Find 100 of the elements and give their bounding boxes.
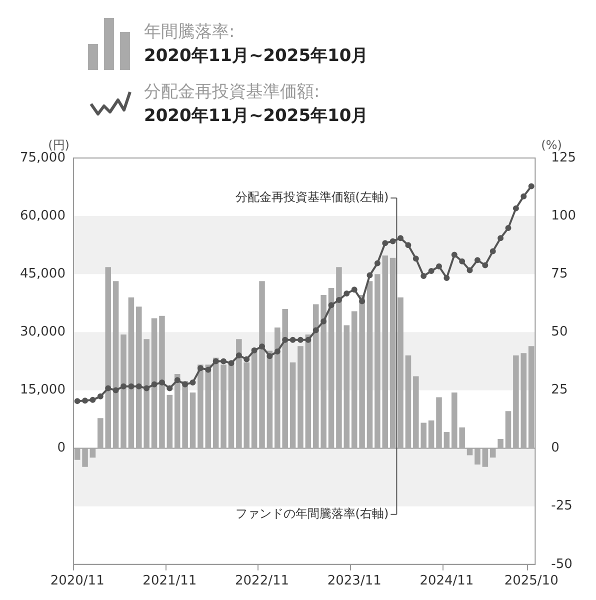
y2-tick-label: 75 xyxy=(551,266,568,282)
y-tick-label: 0 xyxy=(57,440,66,456)
y-tick-label: 75,000 xyxy=(20,150,66,166)
bar xyxy=(520,353,527,448)
y-axis-title: (円) xyxy=(48,138,70,152)
bar xyxy=(398,297,404,448)
point xyxy=(420,273,427,280)
x-tick-label: 2020/11 xyxy=(50,574,104,589)
point xyxy=(228,360,234,366)
point xyxy=(459,258,466,264)
bar xyxy=(74,448,80,460)
point xyxy=(128,383,134,390)
point xyxy=(344,290,350,296)
point xyxy=(474,257,480,264)
y2-tick-label: 0 xyxy=(551,440,560,456)
point xyxy=(359,298,366,304)
point xyxy=(174,377,180,384)
y-tick-label: 15,000 xyxy=(20,382,66,398)
bar xyxy=(212,358,219,448)
bar xyxy=(82,448,88,467)
point xyxy=(120,383,127,390)
y-tick-label: 45,000 xyxy=(20,266,66,282)
bar xyxy=(120,334,126,448)
point xyxy=(382,240,388,246)
point xyxy=(512,205,519,212)
bar xyxy=(366,281,373,448)
point xyxy=(251,347,258,354)
point xyxy=(412,256,419,262)
bar xyxy=(251,348,258,448)
bar xyxy=(490,448,496,458)
bar xyxy=(505,411,512,448)
point xyxy=(312,327,319,334)
point xyxy=(305,336,312,343)
bar xyxy=(290,362,296,448)
bar xyxy=(128,297,134,448)
bar xyxy=(344,325,350,448)
bar xyxy=(259,281,265,448)
bar xyxy=(351,311,358,448)
bar xyxy=(405,355,412,448)
y-tick-label: 60,000 xyxy=(20,208,66,224)
point xyxy=(436,263,442,270)
x-tick-label: 2025/10 xyxy=(504,574,558,589)
point xyxy=(466,267,473,274)
bar xyxy=(159,316,165,448)
bar xyxy=(190,392,196,448)
bar xyxy=(228,362,234,448)
point xyxy=(97,393,104,400)
x-tick-label: 2023/11 xyxy=(327,574,382,589)
point xyxy=(82,398,88,404)
point xyxy=(444,274,450,281)
point xyxy=(398,235,404,242)
x-tick-label: 2022/11 xyxy=(235,574,290,589)
point xyxy=(205,366,212,373)
point xyxy=(259,343,266,350)
bar xyxy=(498,438,504,448)
point xyxy=(336,297,342,304)
annotation: 分配金再投資基準価額(左軸) xyxy=(235,190,389,204)
point xyxy=(405,242,412,248)
bar xyxy=(336,267,342,448)
point xyxy=(105,385,112,392)
bar xyxy=(220,364,226,448)
point xyxy=(528,183,534,190)
x-tick-label: 2021/11 xyxy=(142,574,197,589)
point xyxy=(498,235,504,242)
y2-tick-label: 100 xyxy=(551,208,576,224)
bar xyxy=(428,420,434,448)
point xyxy=(320,318,327,324)
point xyxy=(390,238,396,244)
point xyxy=(351,286,358,293)
point xyxy=(266,353,273,360)
legend-label: 年間騰落率: 2020年11月~2025年10月 xyxy=(144,21,368,68)
point xyxy=(144,385,150,392)
point xyxy=(428,268,434,274)
point xyxy=(297,336,304,343)
point xyxy=(520,193,527,200)
point xyxy=(274,348,280,355)
bar xyxy=(513,355,519,448)
point xyxy=(182,381,188,388)
y2-tick-label: -50 xyxy=(551,556,572,572)
bar xyxy=(328,288,334,448)
y2-tick-label: 50 xyxy=(551,324,568,340)
y2-axis-title: (%) xyxy=(541,138,562,152)
bar xyxy=(444,432,450,448)
point xyxy=(112,387,119,394)
bar xyxy=(359,295,365,448)
bar xyxy=(90,448,96,458)
bar xyxy=(436,397,442,448)
point xyxy=(136,383,142,390)
point xyxy=(74,398,80,404)
point xyxy=(220,358,227,364)
bar xyxy=(482,448,488,467)
point xyxy=(482,262,488,268)
point xyxy=(197,365,204,372)
bar xyxy=(390,258,396,448)
bar xyxy=(298,346,304,448)
point xyxy=(290,336,296,343)
bar xyxy=(198,364,204,448)
bar xyxy=(466,448,473,456)
point xyxy=(190,379,196,386)
bar xyxy=(112,281,119,448)
